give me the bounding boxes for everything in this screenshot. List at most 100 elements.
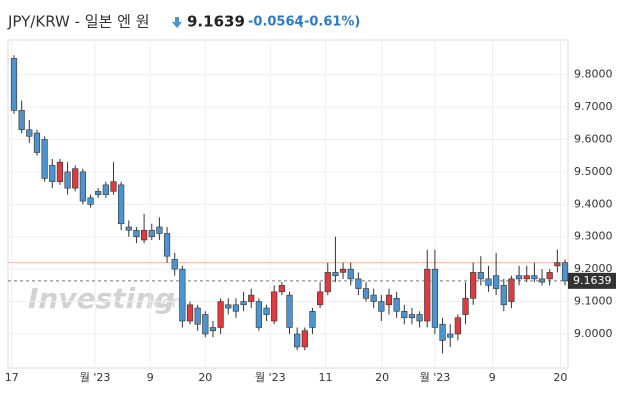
y-tick-label: 9.7000 — [574, 100, 613, 113]
candle-body — [64, 171, 71, 189]
candle-body — [554, 262, 561, 267]
candle-body — [424, 268, 431, 322]
candle-body — [95, 191, 102, 195]
candle-body — [439, 323, 446, 341]
candle-body — [202, 314, 209, 335]
candle-body — [561, 262, 569, 282]
candle-body — [118, 184, 125, 225]
x-tick-label: 월 '23 — [255, 371, 286, 384]
candle-body — [500, 285, 507, 306]
last-price-box — [568, 272, 616, 289]
x-tick-label: 20 — [553, 371, 567, 384]
candle-body — [447, 333, 454, 338]
candle-body — [271, 291, 278, 322]
candle-body — [79, 171, 86, 202]
y-tick-label: 9.1000 — [574, 295, 613, 308]
candle-body — [140, 229, 148, 241]
candle-body — [370, 294, 377, 302]
candle-body — [332, 272, 339, 276]
candle-body — [133, 229, 140, 238]
y-tick-label: 9.2000 — [574, 262, 613, 275]
candle-body — [125, 226, 132, 231]
candle-body — [309, 310, 316, 328]
last-price-label: 9.1639 — [573, 274, 612, 287]
candle-body — [186, 304, 194, 322]
candle-body — [294, 333, 301, 348]
candle-body — [209, 327, 217, 332]
candle-body — [416, 314, 423, 322]
x-tick-label: 17 — [5, 371, 19, 384]
candle-body — [355, 278, 362, 289]
candle-body — [87, 197, 94, 205]
y-tick-label: 9.0000 — [574, 327, 613, 340]
candle-body — [301, 330, 308, 348]
candle-body — [232, 304, 240, 312]
candle-body — [339, 268, 347, 273]
candle-body — [56, 161, 64, 182]
x-tick-label: 월 '23 — [80, 371, 111, 384]
candle-body — [72, 168, 79, 189]
candle-body — [26, 129, 33, 137]
candle-body — [18, 110, 25, 131]
candle-body — [493, 275, 500, 289]
candle-body — [324, 272, 331, 293]
candle-body — [393, 298, 400, 312]
candle-body — [225, 304, 232, 309]
candle-body — [347, 268, 354, 280]
candle-body — [485, 278, 492, 286]
candle-body — [286, 294, 293, 328]
candle-body — [531, 275, 538, 280]
y-tick-label: 9.6000 — [574, 133, 613, 146]
instrument-title: JPY/KRW - 일본 엔 원 — [7, 13, 150, 31]
candle-body — [217, 301, 224, 328]
x-tick-label: 11 — [318, 371, 332, 384]
candle-body — [171, 259, 178, 270]
candle-body — [10, 58, 18, 111]
candle-body — [362, 288, 370, 299]
candle-body — [508, 278, 515, 302]
candle-body — [148, 229, 155, 238]
candle-body — [523, 275, 530, 280]
x-tick-label: 9 — [489, 371, 496, 384]
candle-body — [470, 272, 477, 299]
candle-body — [431, 268, 439, 328]
candle-body — [102, 184, 109, 195]
candle-body — [41, 139, 48, 179]
candle-body — [538, 278, 546, 283]
candle-body — [401, 310, 408, 319]
down-arrow-icon — [172, 17, 182, 28]
candle-body — [278, 285, 285, 293]
candle-body — [49, 165, 56, 182]
x-tick-label: 20 — [198, 371, 212, 384]
x-tick-label: 20 — [375, 371, 389, 384]
change: -0.0564 — [248, 15, 304, 30]
candle-body — [462, 298, 469, 315]
y-tick-label: 9.3000 — [574, 230, 613, 243]
y-tick-label: 9.4000 — [574, 197, 613, 210]
candle-body — [408, 314, 416, 319]
candle-body — [263, 307, 270, 315]
candle-body — [454, 317, 461, 335]
change-percent: (-0.61%) — [298, 15, 360, 30]
candle-body — [194, 307, 201, 325]
candle-body — [163, 233, 171, 257]
candle-body — [317, 291, 324, 306]
y-tick-label: 9.5000 — [574, 165, 613, 178]
candle-body — [385, 294, 393, 306]
candle-body — [110, 181, 117, 192]
candle-body — [240, 301, 247, 306]
candle-body — [477, 272, 484, 280]
price: 9.1639 — [187, 13, 245, 31]
candle-body — [156, 226, 163, 234]
x-tick-label: 9 — [147, 371, 154, 384]
candle-body — [255, 301, 262, 328]
x-tick-label: 월 '23 — [420, 371, 451, 384]
candle-body — [378, 301, 385, 312]
y-tick-label: 9.8000 — [574, 68, 613, 81]
candle-body — [179, 268, 186, 322]
candle-body — [546, 272, 553, 280]
candle-body — [33, 132, 41, 153]
candle-body — [248, 294, 255, 302]
